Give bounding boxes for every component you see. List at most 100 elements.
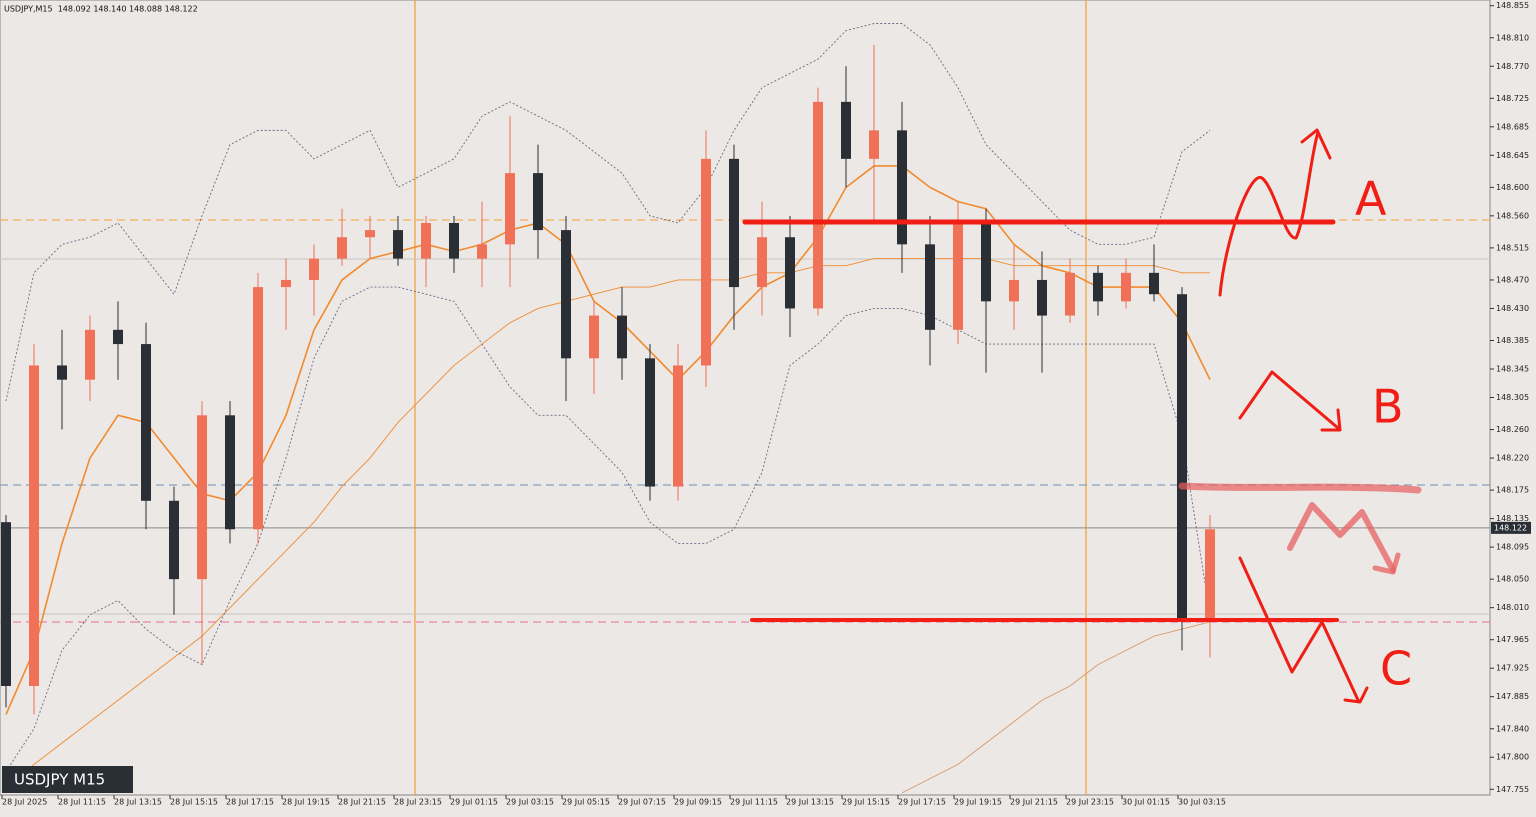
candle-body bbox=[645, 358, 655, 487]
candle-body bbox=[449, 222, 459, 259]
x-tick-label: 29 Jul 01:15 bbox=[450, 798, 498, 807]
last-price-label: 148.122 bbox=[1494, 523, 1527, 532]
candle-body bbox=[85, 329, 95, 380]
candle-body bbox=[225, 415, 235, 530]
annotation: A bbox=[1355, 172, 1387, 226]
scenario-a bbox=[1218, 130, 1320, 297]
y-tick-label: 148.725 bbox=[1496, 94, 1529, 103]
y-tick-label: 148.515 bbox=[1496, 243, 1529, 252]
candle-body bbox=[477, 244, 487, 259]
x-tick-label: 29 Jul 09:15 bbox=[674, 798, 722, 807]
arrow-head bbox=[1320, 408, 1342, 432]
y-tick-label: 148.430 bbox=[1496, 304, 1529, 313]
candle-body bbox=[673, 365, 683, 487]
symbol-box bbox=[2, 766, 133, 793]
y-tick-label: 148.175 bbox=[1496, 486, 1529, 495]
y-tick-label: 147.925 bbox=[1496, 664, 1529, 673]
x-tick-label: 29 Jul 21:15 bbox=[1010, 798, 1058, 807]
annotation: B bbox=[1372, 380, 1404, 434]
y-tick-label: 148.810 bbox=[1496, 33, 1529, 42]
indicator-line bbox=[5, 258, 1210, 794]
x-tick-label: 28 Jul 17:15 bbox=[226, 798, 274, 807]
x-tick-label: 29 Jul 11:15 bbox=[730, 798, 778, 807]
x-tick-label: 29 Jul 13:15 bbox=[786, 798, 834, 807]
candle-body bbox=[561, 230, 571, 359]
x-tick-label: 28 Jul 23:15 bbox=[394, 798, 442, 807]
hand-drawings bbox=[742, 128, 1422, 704]
candle-body bbox=[925, 244, 935, 330]
candle-body bbox=[953, 222, 963, 330]
y-tick-label: 147.840 bbox=[1496, 724, 1529, 733]
scenario-mid bbox=[1287, 502, 1396, 573]
indicator-line bbox=[5, 23, 1211, 402]
arrow-head bbox=[1343, 686, 1369, 704]
y-tick-label: 148.645 bbox=[1496, 151, 1529, 160]
y-tick-label: 148.385 bbox=[1496, 336, 1529, 345]
x-tick-label: 28 Jul 21:15 bbox=[338, 798, 386, 807]
y-tick-label: 148.305 bbox=[1496, 393, 1529, 402]
candle-body bbox=[757, 237, 767, 288]
indicator-line bbox=[5, 286, 1211, 772]
x-tick-label: 28 Jul 15:15 bbox=[170, 798, 218, 807]
candle-body bbox=[253, 287, 263, 530]
x-tick-label: 28 Jul 2025 bbox=[2, 798, 47, 807]
candle-body bbox=[1, 522, 11, 687]
x-tick-label: 29 Jul 07:15 bbox=[618, 798, 666, 807]
x-tick-label: 28 Jul 13:15 bbox=[114, 798, 162, 807]
y-tick-label: 147.965 bbox=[1496, 635, 1529, 644]
candle-body bbox=[141, 344, 151, 501]
x-tick-label: 29 Jul 03:15 bbox=[506, 798, 554, 807]
indicator-line bbox=[901, 621, 1211, 794]
candle-body bbox=[29, 365, 39, 687]
candle-body bbox=[1149, 272, 1159, 295]
candle-body bbox=[589, 315, 599, 359]
candle-body bbox=[1093, 272, 1103, 302]
x-tick-label: 29 Jul 23:15 bbox=[1066, 798, 1114, 807]
candle-body bbox=[841, 101, 851, 159]
y-tick-label: 147.885 bbox=[1496, 692, 1529, 701]
candle-body bbox=[281, 279, 291, 288]
y-tick-label: 147.755 bbox=[1496, 785, 1529, 794]
scenario-b bbox=[1238, 370, 1340, 430]
x-tick-label: 29 Jul 17:15 bbox=[898, 798, 946, 807]
arrow-head bbox=[1372, 552, 1401, 575]
y-tick-label: 148.260 bbox=[1496, 425, 1529, 434]
candle-body bbox=[169, 500, 179, 580]
candle-body bbox=[57, 365, 67, 380]
candle-body bbox=[869, 130, 879, 159]
candle-body bbox=[337, 237, 347, 259]
annotation: C bbox=[1380, 642, 1412, 696]
x-tick-label: 28 Jul 19:15 bbox=[282, 798, 330, 807]
y-tick-label: 148.050 bbox=[1496, 575, 1529, 584]
candle-body bbox=[421, 222, 431, 259]
x-tick-label: 29 Jul 15:15 bbox=[842, 798, 890, 807]
y-tick-label: 148.770 bbox=[1496, 62, 1529, 71]
x-tick-label: 29 Jul 05:15 bbox=[562, 798, 610, 807]
candle-body bbox=[365, 230, 375, 238]
x-tick-label: 28 Jul 11:15 bbox=[58, 798, 106, 807]
y-tick-label: 148.855 bbox=[1496, 1, 1529, 10]
last-price-box bbox=[1491, 521, 1531, 534]
y-tick-label: 148.470 bbox=[1496, 275, 1529, 284]
symbol-label: USDJPY M15 bbox=[14, 771, 105, 789]
y-tick-label: 148.685 bbox=[1496, 122, 1529, 131]
y-tick-label: 148.345 bbox=[1496, 365, 1529, 374]
candle-body bbox=[113, 329, 123, 345]
y-tick-label: 148.010 bbox=[1496, 603, 1529, 612]
candle-body bbox=[1121, 272, 1131, 302]
scenario-c bbox=[1238, 556, 1360, 702]
candle-body bbox=[309, 258, 319, 280]
x-tick-label: 29 Jul 19:15 bbox=[954, 798, 1002, 807]
plot bbox=[0, 23, 1490, 794]
candle-body bbox=[701, 158, 711, 366]
x-tick-label: 30 Jul 03:15 bbox=[1178, 798, 1226, 807]
candle-body bbox=[617, 315, 627, 359]
arrow-head bbox=[1300, 128, 1332, 160]
candle-body bbox=[393, 230, 403, 259]
y-tick-label: 147.800 bbox=[1496, 753, 1529, 762]
candle-body bbox=[729, 158, 739, 288]
candle-body bbox=[1177, 294, 1187, 622]
